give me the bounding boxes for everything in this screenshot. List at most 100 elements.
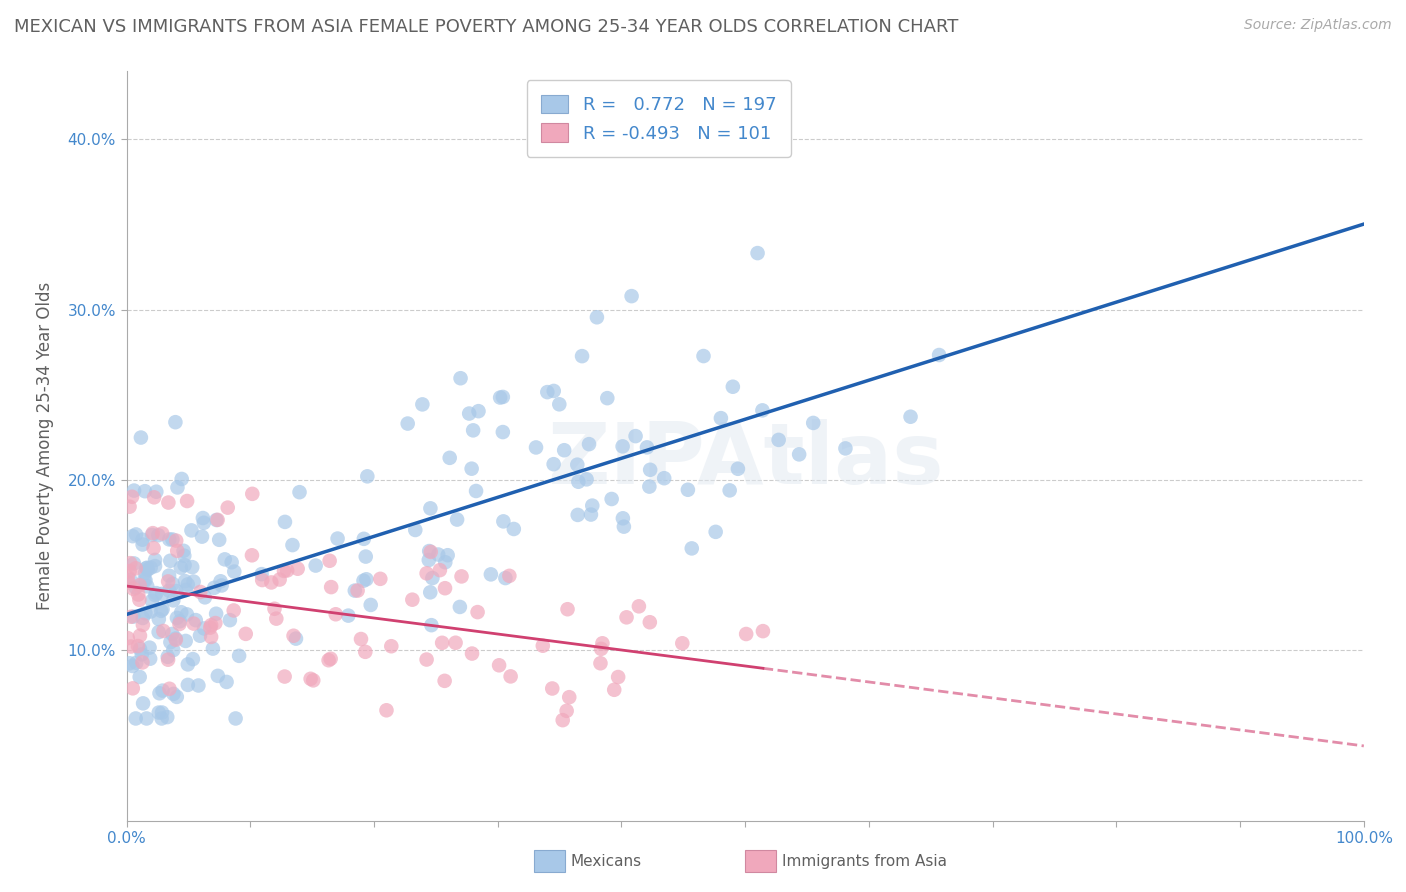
Point xyxy=(747,246,769,260)
Point xyxy=(548,397,571,411)
Point xyxy=(603,682,626,697)
Point xyxy=(318,554,340,568)
Text: Mexicans: Mexicans xyxy=(571,855,643,869)
Point xyxy=(356,572,378,586)
Point xyxy=(692,349,714,363)
Point xyxy=(165,632,187,646)
Point xyxy=(276,564,298,578)
Point xyxy=(217,500,239,515)
Point xyxy=(169,617,191,632)
Point xyxy=(180,524,202,538)
Point xyxy=(152,683,174,698)
Point xyxy=(148,686,170,700)
Point xyxy=(135,561,157,575)
Point xyxy=(419,545,441,559)
Point xyxy=(710,411,733,425)
Point xyxy=(148,612,170,626)
Point xyxy=(122,557,145,571)
Point xyxy=(166,611,188,625)
Point xyxy=(681,541,703,556)
Point xyxy=(202,581,225,595)
Point xyxy=(396,417,419,431)
Point xyxy=(207,669,229,683)
Point xyxy=(135,711,157,725)
Point xyxy=(489,391,512,405)
Point xyxy=(187,678,209,692)
Point xyxy=(122,483,145,498)
Point xyxy=(118,657,141,671)
Point xyxy=(557,602,579,616)
Point xyxy=(638,463,661,477)
Point xyxy=(132,697,155,711)
Point xyxy=(139,651,162,665)
Point xyxy=(191,530,214,544)
Point xyxy=(128,592,150,607)
Point xyxy=(157,495,180,509)
Point xyxy=(479,567,502,582)
Point xyxy=(157,574,180,589)
Point xyxy=(120,609,142,624)
Point xyxy=(418,553,440,567)
Point xyxy=(541,681,564,696)
Point xyxy=(181,560,204,574)
Point xyxy=(173,558,195,573)
Point xyxy=(225,711,247,725)
Point xyxy=(346,583,368,598)
Point xyxy=(250,567,273,582)
Point xyxy=(162,577,184,591)
Point xyxy=(173,549,195,563)
Point xyxy=(418,544,440,558)
Point xyxy=(502,522,524,536)
Point xyxy=(165,533,187,548)
Point xyxy=(200,630,222,644)
Point xyxy=(900,409,922,424)
Point xyxy=(581,499,603,513)
Point xyxy=(120,556,142,570)
Point xyxy=(419,501,441,516)
Point xyxy=(555,704,578,718)
Point xyxy=(269,573,291,587)
Point xyxy=(467,605,489,619)
Point xyxy=(120,640,142,654)
Point xyxy=(444,636,467,650)
Point xyxy=(446,512,468,526)
Point xyxy=(620,289,643,303)
Point xyxy=(427,548,450,562)
Point xyxy=(288,485,311,500)
Point xyxy=(207,513,229,527)
Point xyxy=(353,532,375,546)
Point xyxy=(429,563,451,577)
Point xyxy=(536,385,558,400)
Point xyxy=(162,593,184,607)
Point xyxy=(575,472,598,486)
Point xyxy=(467,404,489,418)
Point xyxy=(801,416,824,430)
Point xyxy=(188,585,211,599)
Point xyxy=(224,565,246,579)
Point xyxy=(218,613,240,627)
Point xyxy=(205,607,228,621)
Point xyxy=(188,629,211,643)
Point xyxy=(567,508,589,522)
Point xyxy=(586,310,609,325)
Point xyxy=(194,591,217,605)
Point xyxy=(143,553,166,567)
Point xyxy=(150,604,173,618)
Point xyxy=(928,348,950,362)
Point xyxy=(350,632,373,646)
Point xyxy=(150,711,173,725)
Point xyxy=(704,524,727,539)
Point xyxy=(274,515,297,529)
Point xyxy=(131,656,153,670)
Point xyxy=(354,549,377,564)
Point xyxy=(125,581,148,595)
Point xyxy=(129,629,152,643)
Point xyxy=(319,651,342,665)
Point xyxy=(498,569,520,583)
Point xyxy=(401,592,423,607)
Point xyxy=(326,532,349,546)
Point xyxy=(125,711,148,725)
Point xyxy=(132,611,155,625)
Point xyxy=(131,648,153,662)
Point xyxy=(125,527,148,541)
